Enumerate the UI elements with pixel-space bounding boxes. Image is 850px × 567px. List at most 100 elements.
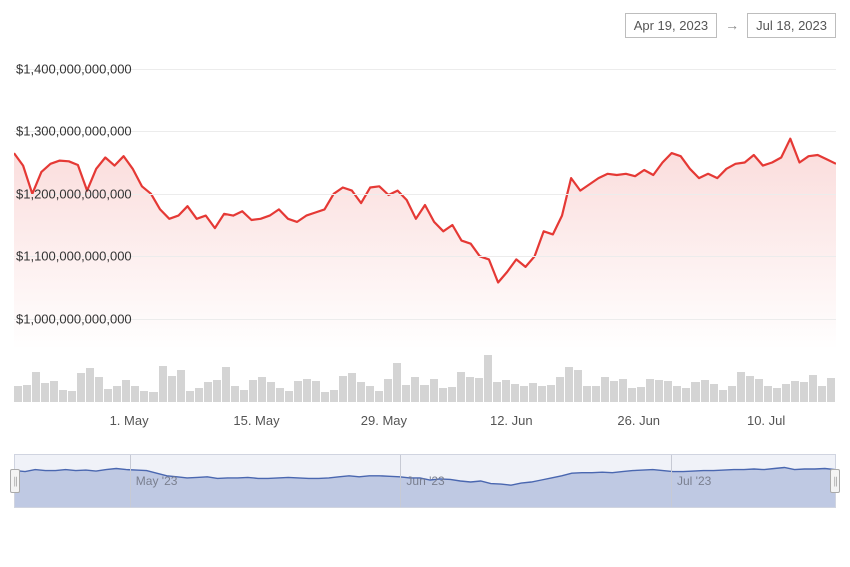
volume-bar: [746, 376, 754, 402]
main-chart[interactable]: $1,000,000,000,000$1,100,000,000,000$1,2…: [14, 50, 836, 430]
navigator-label: Jul '23: [677, 474, 711, 488]
volume-bar: [773, 388, 781, 402]
volume-bar: [77, 373, 85, 402]
volume-bar: [556, 377, 564, 402]
volume-bar: [231, 386, 239, 402]
x-axis-label: 26. Jun: [617, 413, 660, 428]
volume-bar: [285, 391, 293, 402]
volume-bar: [258, 377, 266, 402]
volume-bar: [764, 386, 772, 402]
volume-bar: [186, 391, 194, 402]
y-axis-label: $1,300,000,000,000: [16, 124, 132, 139]
volume-bar: [457, 372, 465, 402]
volume-bar: [113, 386, 121, 402]
volume-bar: [475, 378, 483, 402]
volume-band: [14, 350, 836, 402]
volume-bar: [86, 368, 94, 402]
volume-bar: [276, 388, 284, 402]
volume-bar: [294, 381, 302, 402]
navigator-gridline: [400, 455, 401, 507]
volume-bar: [68, 391, 76, 402]
volume-bar: [23, 385, 31, 402]
volume-bar: [168, 376, 176, 402]
volume-bar: [529, 383, 537, 402]
volume-bar: [511, 384, 519, 402]
volume-bar: [321, 392, 329, 402]
volume-bar: [583, 386, 591, 402]
volume-bar: [267, 382, 275, 402]
date-end-box[interactable]: Jul 18, 2023: [747, 13, 836, 38]
volume-bar: [448, 387, 456, 402]
y-axis-label: $1,000,000,000,000: [16, 311, 132, 326]
volume-bar: [601, 377, 609, 402]
volume-bar: [691, 382, 699, 402]
y-axis-label: $1,400,000,000,000: [16, 61, 132, 76]
volume-bar: [538, 386, 546, 402]
volume-bar: [195, 388, 203, 402]
volume-bar: [664, 381, 672, 402]
volume-bar: [818, 386, 826, 402]
volume-bar: [755, 379, 763, 402]
volume-bar: [827, 378, 835, 402]
y-axis-label: $1,200,000,000,000: [16, 186, 132, 201]
volume-bar: [719, 390, 727, 402]
navigator-gridline: [671, 455, 672, 507]
navigator[interactable]: May '23Jun '23Jul '23: [14, 454, 836, 508]
volume-bar: [493, 382, 501, 402]
volume-bar: [131, 386, 139, 402]
volume-bar: [592, 386, 600, 402]
volume-bar: [728, 386, 736, 402]
volume-bar: [628, 388, 636, 402]
gridline: [14, 69, 836, 70]
volume-bar: [646, 379, 654, 402]
volume-bar: [240, 390, 248, 402]
volume-bar: [547, 385, 555, 402]
volume-bar: [177, 370, 185, 402]
volume-bar: [95, 377, 103, 402]
volume-bar: [655, 380, 663, 402]
date-start-box[interactable]: Apr 19, 2023: [625, 13, 717, 38]
volume-bar: [565, 367, 573, 402]
gridline: [14, 256, 836, 257]
volume-bar: [411, 377, 419, 402]
volume-bar: [430, 379, 438, 402]
volume-bar: [204, 382, 212, 402]
volume-bar: [502, 380, 510, 402]
volume-bar: [149, 392, 157, 402]
volume-bar: [800, 382, 808, 402]
x-axis-label: 29. May: [361, 413, 407, 428]
volume-bar: [213, 380, 221, 402]
volume-bar: [32, 372, 40, 402]
gridline: [14, 194, 836, 195]
volume-bar: [393, 363, 401, 402]
x-axis-label: 15. May: [233, 413, 279, 428]
volume-bar: [809, 375, 817, 402]
volume-bar: [737, 372, 745, 402]
x-axis-label: 12. Jun: [490, 413, 533, 428]
volume-bar: [303, 379, 311, 402]
arrow-right-icon: →: [725, 17, 739, 33]
navigator-handle-right[interactable]: [830, 469, 840, 493]
volume-bar: [791, 381, 799, 402]
volume-bar: [574, 370, 582, 402]
x-axis-label: 1. May: [110, 413, 149, 428]
volume-bar: [420, 385, 428, 402]
volume-bar: [140, 391, 148, 402]
volume-bar: [348, 373, 356, 402]
volume-bar: [637, 387, 645, 402]
navigator-handle-left[interactable]: [10, 469, 20, 493]
volume-bar: [14, 386, 22, 402]
volume-bar: [384, 379, 392, 402]
volume-bar: [710, 384, 718, 402]
volume-bar: [673, 386, 681, 402]
volume-bar: [701, 380, 709, 402]
volume-bar: [520, 386, 528, 402]
volume-bar: [782, 384, 790, 402]
volume-bar: [484, 355, 492, 402]
x-axis-label: 10. Jul: [747, 413, 785, 428]
volume-bar: [619, 379, 627, 402]
volume-bar: [249, 380, 257, 402]
navigator-label: Jun '23: [406, 474, 444, 488]
volume-bar: [366, 386, 374, 402]
volume-bar: [439, 388, 447, 402]
